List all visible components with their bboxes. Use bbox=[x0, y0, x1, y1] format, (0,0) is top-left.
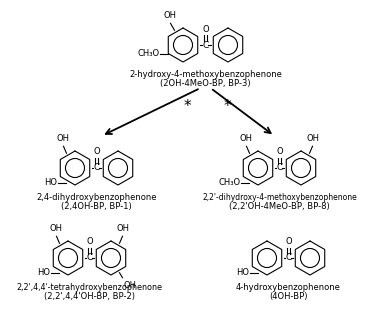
Text: 2,2'-dihydroxy-4-methoxybenzophenone: 2,2'-dihydroxy-4-methoxybenzophenone bbox=[202, 193, 357, 202]
Text: C: C bbox=[86, 254, 93, 263]
Text: HO: HO bbox=[45, 178, 58, 187]
Text: O: O bbox=[285, 238, 292, 246]
Text: 2,4-dihydroxybenzophenone: 2,4-dihydroxybenzophenone bbox=[36, 193, 157, 202]
Text: OH: OH bbox=[164, 11, 177, 20]
Text: (4OH-BP): (4OH-BP) bbox=[269, 292, 308, 301]
Text: 2,2',4,4'-tetrahydroxybenzophenone: 2,2',4,4'-tetrahydroxybenzophenone bbox=[16, 283, 163, 292]
Text: HO: HO bbox=[38, 268, 51, 277]
Text: OH: OH bbox=[307, 134, 320, 143]
Text: C: C bbox=[93, 163, 100, 173]
Text: 4-hydroxybenzophenone: 4-hydroxybenzophenone bbox=[236, 283, 341, 292]
Text: OH: OH bbox=[50, 224, 63, 233]
Text: OH: OH bbox=[117, 224, 130, 233]
Text: *: * bbox=[184, 98, 191, 113]
Text: CH₃O: CH₃O bbox=[137, 49, 159, 58]
Text: O: O bbox=[86, 238, 93, 246]
Text: OH: OH bbox=[123, 281, 136, 290]
Text: OH: OH bbox=[57, 134, 70, 143]
Text: C: C bbox=[202, 41, 209, 49]
Text: O: O bbox=[93, 148, 100, 157]
Text: O: O bbox=[276, 148, 283, 157]
Text: (2,4OH-BP, BP-1): (2,4OH-BP, BP-1) bbox=[61, 202, 132, 211]
Text: HO: HO bbox=[236, 268, 249, 277]
Text: 2-hydroxy-4-methoxybenzophenone: 2-hydroxy-4-methoxybenzophenone bbox=[129, 70, 282, 79]
Text: (2,2'OH-4MeO-BP, BP-8): (2,2'OH-4MeO-BP, BP-8) bbox=[229, 202, 330, 211]
Text: (2OH-4MeO-BP, BP-3): (2OH-4MeO-BP, BP-3) bbox=[160, 79, 251, 88]
Text: *: * bbox=[224, 98, 231, 113]
Text: CH₃O: CH₃O bbox=[218, 178, 241, 187]
Text: OH: OH bbox=[240, 134, 253, 143]
Text: O: O bbox=[202, 24, 209, 33]
Text: (2,2',4,4'OH-BP, BP-2): (2,2',4,4'OH-BP, BP-2) bbox=[44, 292, 135, 301]
Text: C: C bbox=[285, 254, 292, 263]
Text: C: C bbox=[276, 163, 283, 173]
